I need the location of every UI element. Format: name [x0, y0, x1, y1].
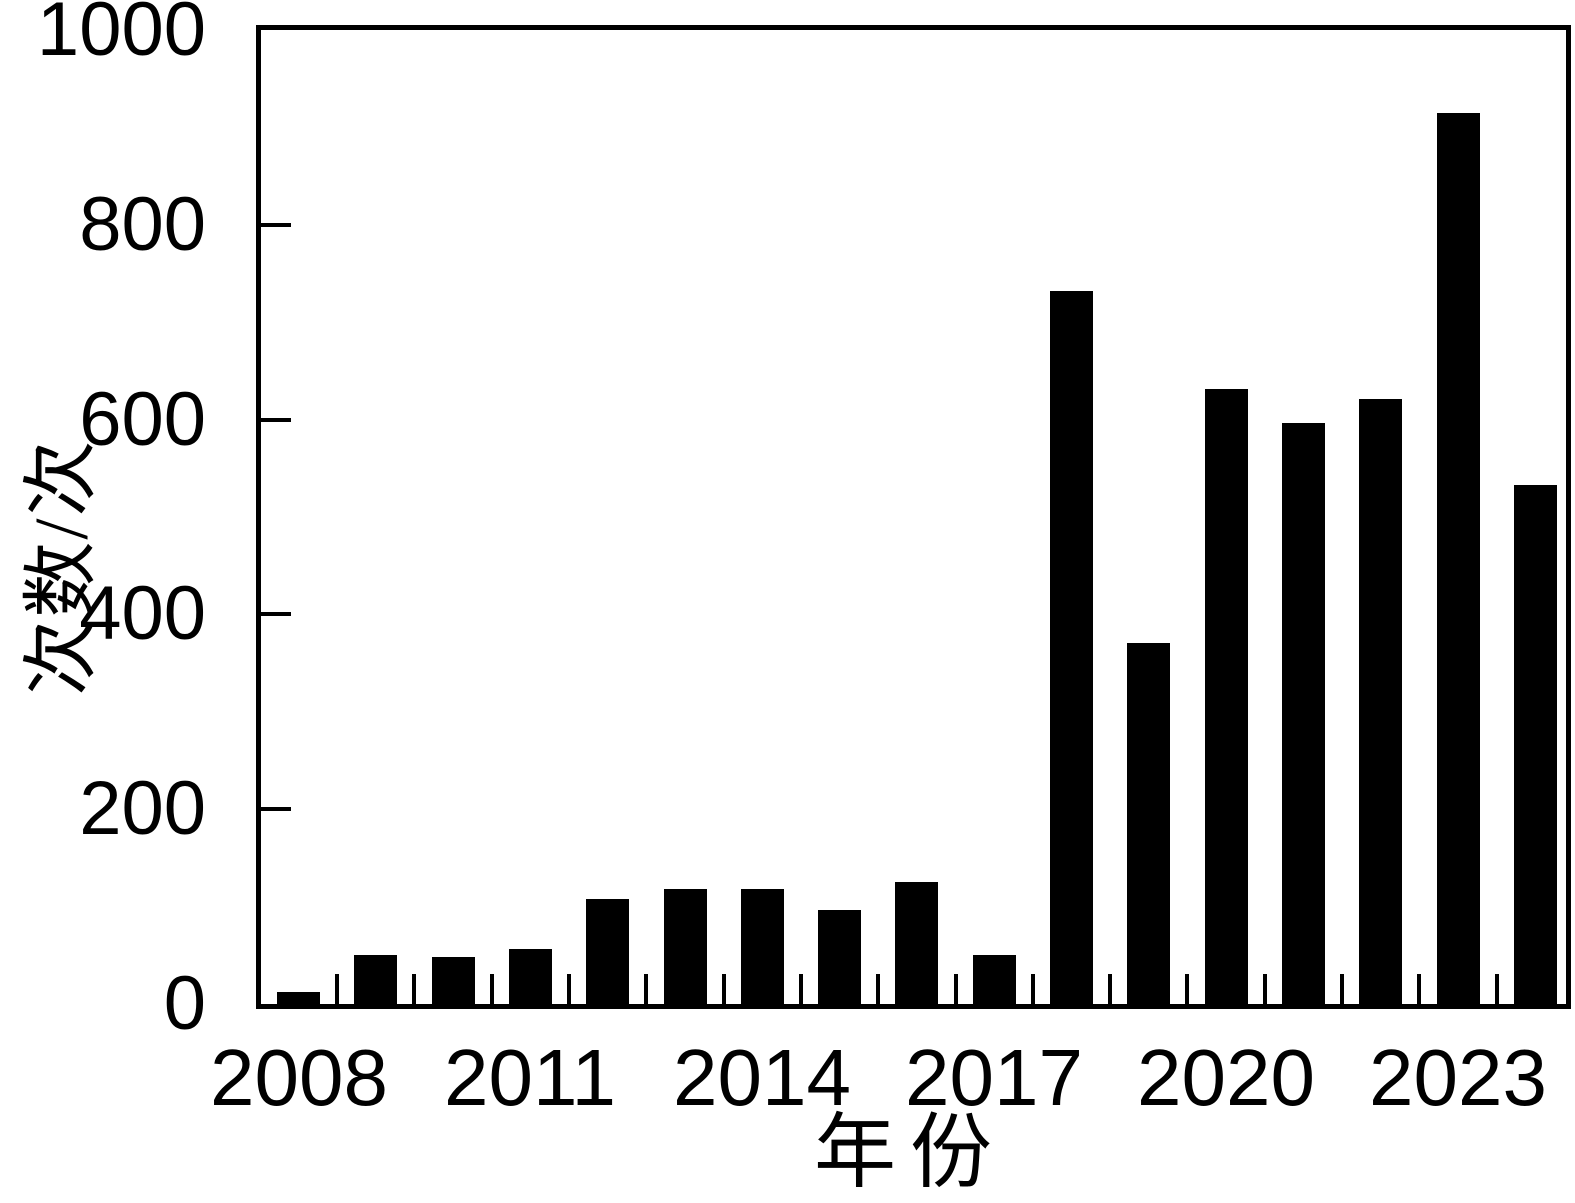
- bar-2024: [1514, 485, 1557, 1004]
- x-axis-tick: [799, 974, 803, 1004]
- x-axis-tick: [1340, 974, 1344, 1004]
- bar-2016: [895, 882, 938, 1004]
- x-axis-tick: [1263, 974, 1267, 1004]
- bar-2022: [1359, 399, 1402, 1004]
- bar-2013: [664, 889, 707, 1004]
- bar-2008: [277, 992, 320, 1004]
- x-axis-tick: [722, 974, 726, 1004]
- bar-2009: [354, 955, 397, 1004]
- y-axis-tick: [261, 223, 291, 227]
- bar-2021: [1282, 423, 1325, 1004]
- bar-2012: [586, 899, 629, 1004]
- y-tick-label-600: 600: [79, 377, 206, 462]
- x-axis-tick: [1417, 974, 1421, 1004]
- x-axis-tick: [1185, 974, 1189, 1004]
- x-axis-tick: [1108, 974, 1112, 1004]
- y-axis-tick: [261, 612, 291, 616]
- x-tick-label-2014: 2014: [673, 1033, 851, 1122]
- bar-2017: [973, 955, 1016, 1004]
- x-axis-tick: [567, 974, 571, 1004]
- y-axis-title: 次数/次: [20, 438, 104, 696]
- bar-2010: [432, 957, 475, 1004]
- bar-2020: [1205, 389, 1248, 1004]
- x-axis-tick: [490, 974, 494, 1004]
- x-axis-tick: [1495, 974, 1499, 1004]
- x-tick-label-2023: 2023: [1369, 1033, 1547, 1122]
- x-axis-tick: [876, 974, 880, 1004]
- x-axis-tick: [335, 974, 339, 1004]
- x-axis-tick: [1031, 974, 1035, 1004]
- x-tick-label-2020: 2020: [1137, 1033, 1315, 1122]
- y-tick-label-800: 800: [79, 182, 206, 267]
- bar-2015: [818, 910, 861, 1004]
- x-axis-tick: [644, 974, 648, 1004]
- x-axis-tick: [954, 974, 958, 1004]
- y-axis-tick: [261, 418, 291, 422]
- bar-2011: [509, 949, 552, 1004]
- bar-2014: [741, 889, 784, 1004]
- y-tick-label-0: 0: [163, 961, 206, 1046]
- y-tick-label-1000: 1000: [36, 0, 206, 72]
- y-axis-tick: [261, 807, 291, 811]
- bar-2018: [1050, 291, 1093, 1004]
- plot-area: [256, 25, 1571, 1009]
- y-tick-label-200: 200: [79, 766, 206, 851]
- bar-2023: [1437, 113, 1480, 1004]
- x-tick-label-2008: 2008: [210, 1033, 388, 1122]
- y-tick-label-400: 400: [79, 571, 206, 656]
- bar-2019: [1127, 643, 1170, 1004]
- x-axis-tick: [412, 974, 416, 1004]
- x-tick-label-2011: 2011: [443, 1033, 617, 1122]
- x-axis-title: 年份: [813, 1107, 1007, 1198]
- x-tick-label-2017: 2017: [905, 1033, 1083, 1122]
